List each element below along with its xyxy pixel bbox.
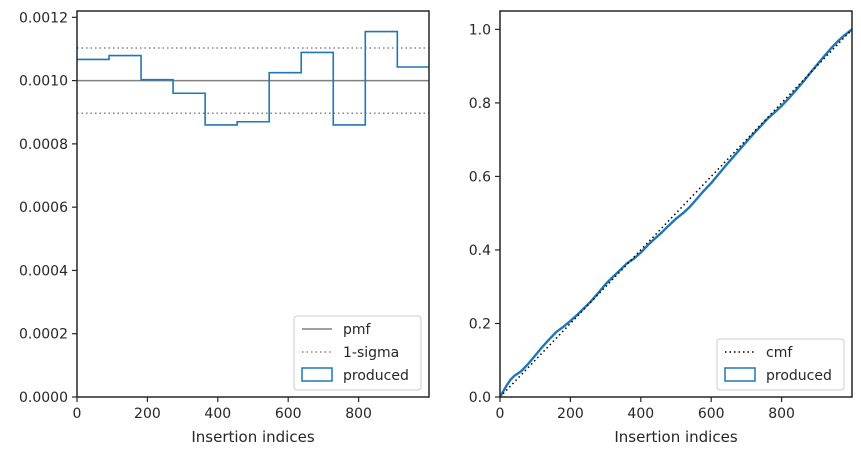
y-tick-label: 0.8 — [469, 96, 491, 112]
y-tick-label: 0.0004 — [19, 263, 68, 279]
x-tick-label: 600 — [698, 406, 725, 422]
plot-area — [500, 11, 852, 397]
y-tick-label: 1.0 — [469, 22, 491, 38]
x-tick-label: 400 — [627, 406, 654, 422]
plot-frame — [76, 10, 430, 398]
y-tick-label: 0.0002 — [19, 327, 68, 343]
y-tick-label: 0.4 — [469, 243, 491, 259]
x-axis-label: Insertion indices — [191, 428, 314, 446]
legend-pmf-label: pmf — [343, 322, 372, 338]
legend-produced-label: produced — [343, 368, 409, 384]
x-tick-label: 600 — [275, 406, 302, 422]
x-axis-label: Insertion indices — [614, 428, 737, 446]
x-tick-label: 200 — [134, 406, 161, 422]
y-tick-label: 0.0 — [469, 390, 491, 406]
legend-sigma-label: 1-sigma — [343, 345, 399, 361]
legend: pmf 1-sigma produced — [293, 315, 422, 391]
y-tick-label: 0.0012 — [19, 10, 68, 26]
legend-produced-swatch — [724, 367, 756, 382]
y-tick-label: 0.0010 — [19, 74, 68, 90]
produced-cmf-line — [498, 28, 853, 398]
plot-frame — [499, 10, 853, 398]
legend-box — [293, 315, 422, 391]
x-tick-label: 0 — [496, 406, 505, 422]
legend-cmf-label: cmf — [766, 345, 793, 361]
legend-produced-swatch — [301, 367, 333, 382]
x-tick-label: 800 — [768, 406, 795, 422]
cmf-line — [499, 28, 853, 398]
x-tick-label: 200 — [557, 406, 584, 422]
legend-produced-label: produced — [766, 368, 832, 384]
y-tick-label: 0.0006 — [19, 200, 68, 216]
y-tick-label: 0.0008 — [19, 137, 68, 153]
x-tick-label: 800 — [345, 406, 372, 422]
produced-histogram-step — [77, 30, 429, 126]
y-tick-label: 0.0000 — [19, 390, 68, 406]
pmf-chart: 0 200 400 600 800 0.0000 0.0002 0.0004 0.0006 0.0… — [19, 10, 430, 446]
legend: cmf produced — [716, 338, 845, 391]
x-tick-label: 400 — [204, 406, 231, 422]
x-tick-label: 0 — [73, 406, 82, 422]
cmf-chart: 0 200 400 600 800 0.0 0.2 0.4 0.6 0.8 1.0 Insertio… — [469, 10, 853, 446]
y-tick-label: 0.6 — [469, 169, 491, 185]
y-tick-label: 0.2 — [469, 316, 491, 332]
